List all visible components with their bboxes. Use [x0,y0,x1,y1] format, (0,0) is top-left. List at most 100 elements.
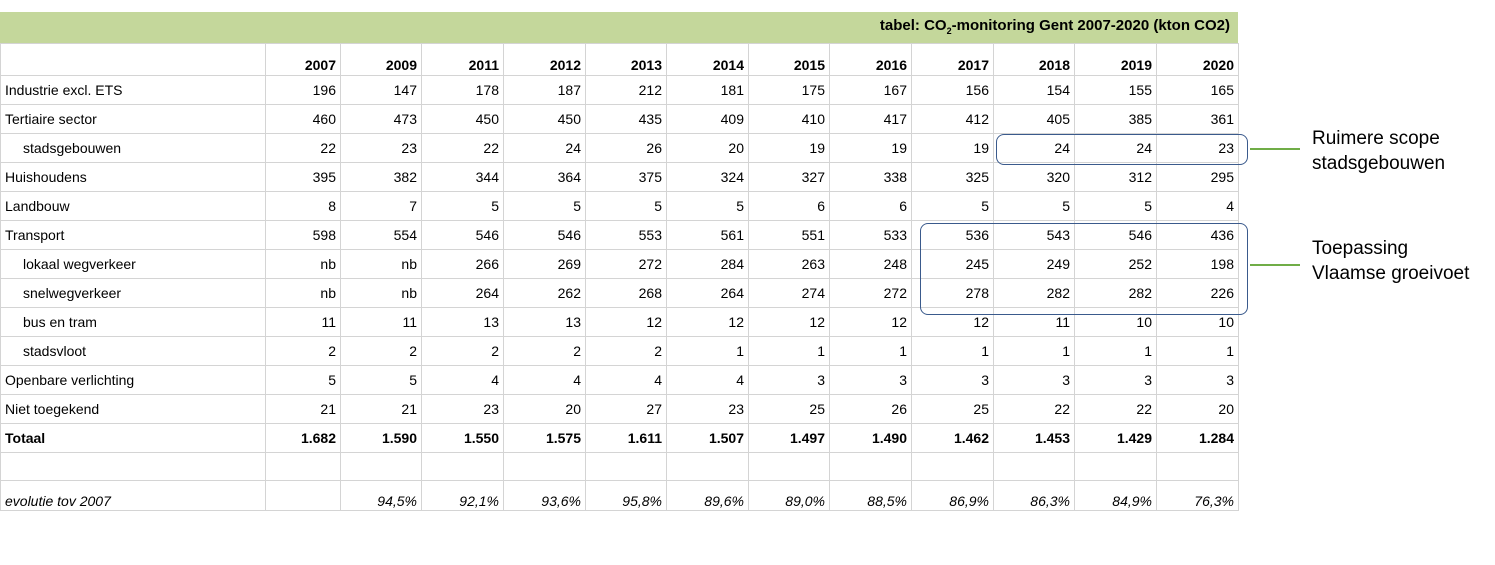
table-row: Tertiaire sector 460 473 450 450 435 409 410 417… [0,104,1239,134]
annotation-ruimere-scope: Ruimere scope stadsgebouwen [1312,128,1446,174]
value-cell: 226 [1156,278,1239,308]
value-cell: 3 [993,365,1075,395]
value-cell: 245 [911,249,994,279]
value-cell: 3 [748,365,830,395]
value-cell: 382 [340,162,422,192]
year-header-2011: 2011 [421,43,504,76]
value-cell: 1.497 [748,423,830,453]
value-cell: 6 [829,191,912,221]
value-cell: 1.429 [1074,423,1157,453]
evolution-cell: 92,1% [421,480,504,511]
value-cell: 2 [265,336,341,366]
value-cell: 13 [503,307,586,337]
value-cell: nb [340,249,422,279]
value-cell: 4 [585,365,667,395]
value-cell: 598 [265,220,341,250]
value-cell: 167 [829,75,912,105]
value-cell: 5 [1074,191,1157,221]
value-cell: 1.453 [993,423,1075,453]
row-label: lokaal wegverkeer [0,249,266,279]
value-cell: 266 [421,249,504,279]
value-cell: 19 [748,133,830,163]
year-header-2016: 2016 [829,43,912,76]
value-cell: 23 [340,133,422,163]
value-cell: 21 [340,394,422,424]
value-cell: 405 [993,104,1075,134]
value-cell: 2 [503,336,586,366]
value-cell: 22 [993,394,1075,424]
evolution-cell: 95,8% [585,480,667,511]
value-cell: 7 [340,191,422,221]
table-row: lokaal wegverkeer nb nb 266 269 272 284 263 248 2… [0,249,1239,279]
value-cell: 1.611 [585,423,667,453]
empty-cell [421,452,504,481]
value-cell: 20 [666,133,749,163]
value-cell: 561 [666,220,749,250]
value-cell: 26 [829,394,912,424]
value-cell: 24 [503,133,586,163]
empty-cell [993,452,1075,481]
value-cell: 20 [1156,394,1239,424]
value-cell: 13 [421,307,504,337]
title-bar: tabel: CO2-monitoring Gent 2007-2020 (kt… [0,12,1238,43]
year-header-2019: 2019 [1074,43,1157,76]
row-label: snelwegverkeer [0,278,266,308]
empty-cell [1156,452,1239,481]
evolution-cell: 93,6% [503,480,586,511]
empty-cell [911,452,994,481]
row-label: Huishoudens [0,162,266,192]
annotation-vlaamse-groeivoet: Toepassing Vlaamse groeivoet [1312,238,1470,284]
value-cell: 325 [911,162,994,192]
value-cell: 375 [585,162,667,192]
value-cell: 262 [503,278,586,308]
row-label: Tertiaire sector [0,104,266,134]
value-cell: 1 [1074,336,1157,366]
value-cell: 1 [666,336,749,366]
value-cell: 543 [993,220,1075,250]
value-cell: 23 [666,394,749,424]
value-cell: 4 [1156,191,1239,221]
empty-cell [748,452,830,481]
table-row: Niet toegekend 21 21 23 20 27 23 25 26 25 22 22 20 [0,394,1239,424]
value-cell: 1 [993,336,1075,366]
value-cell: 147 [340,75,422,105]
value-cell: 1.490 [829,423,912,453]
value-cell: 554 [340,220,422,250]
value-cell: 10 [1156,307,1239,337]
value-cell: 187 [503,75,586,105]
row-label: Openbare verlichting [0,365,266,395]
evolution-cell: 88,5% [829,480,912,511]
co2-table: 2007 2009 2011 2012 2013 2014 2015 2016 2017 2018… [0,43,1239,511]
year-header-2009: 2009 [340,43,422,76]
header-row: 2007 2009 2011 2012 2013 2014 2015 2016 2017 2018… [0,43,1239,76]
year-header-2017: 2017 [911,43,994,76]
table-row: Totaal 1.682 1.590 1.550 1.575 1.611 1.507 1.49… [0,423,1239,453]
evolution-cell: 86,9% [911,480,994,511]
evolution-cell: 94,5% [340,480,422,511]
value-cell: 154 [993,75,1075,105]
value-cell: 1.550 [421,423,504,453]
value-cell: 5 [503,191,586,221]
year-header-2013: 2013 [585,43,667,76]
empty-cell [265,452,341,481]
empty-cell [585,452,667,481]
value-cell: 409 [666,104,749,134]
spacer-row [0,452,1239,481]
value-cell: nb [340,278,422,308]
value-cell: 22 [265,133,341,163]
evolution-label: evolutie tov 2007 [0,480,266,511]
year-header-2014: 2014 [666,43,749,76]
row-label: bus en tram [0,307,266,337]
empty-cell [1074,452,1157,481]
empty-cell [666,452,749,481]
value-cell: 12 [748,307,830,337]
value-cell: 249 [993,249,1075,279]
header-label-cell [0,43,266,76]
value-cell: 295 [1156,162,1239,192]
table-title: tabel: CO2-monitoring Gent 2007-2020 (kt… [879,17,1230,36]
evolution-cell: 86,3% [993,480,1075,511]
evolution-row: evolutie tov 2007 94,5% 92,1% 93,6% 95,8% 89,… [0,480,1239,511]
value-cell: 274 [748,278,830,308]
row-label: Landbouw [0,191,266,221]
value-cell: 12 [585,307,667,337]
